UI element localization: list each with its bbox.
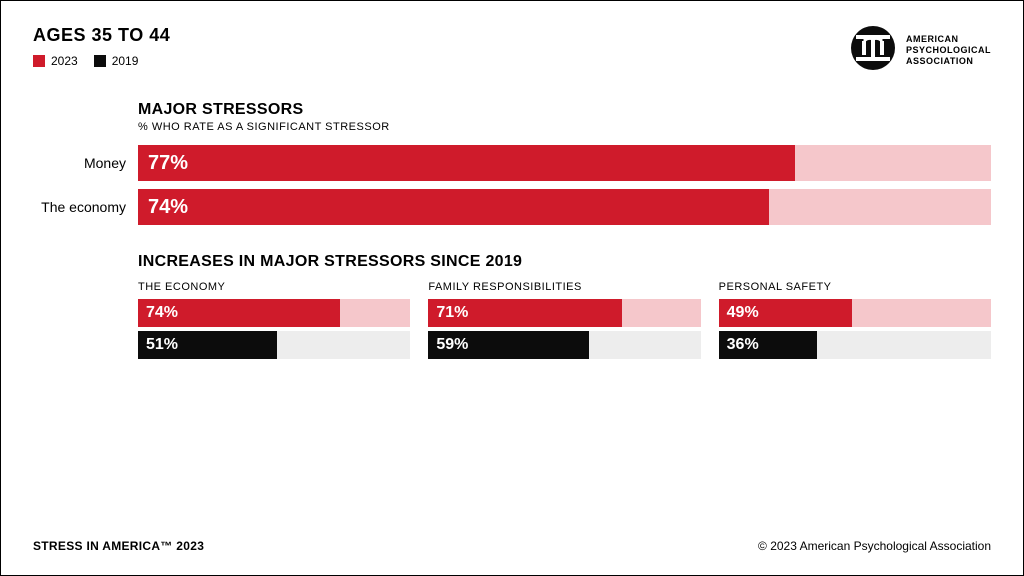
panel-economy-2019-track: 51% [138,331,410,359]
bar-row-economy: The economy 74% [33,189,991,225]
panel-economy-2019-value: 51% [146,336,178,354]
panel-title-economy: THE ECONOMY [138,281,410,293]
panel-family-2023-track: 71% [428,299,700,327]
panel-family-2023-value: 71% [436,304,468,322]
header: AGES 35 TO 44 2023 2019 AMERICAN PSY [33,25,991,76]
apa-logo-icon [850,25,896,76]
bar-track-money: 77% [138,145,991,181]
logo-text: AMERICAN PSYCHOLOGICAL ASSOCIATION [906,34,991,66]
panel-title-safety: PERSONAL SAFETY [719,281,991,293]
panel-safety-2019-fill: 36% [719,331,817,359]
panel-family-2019-track: 59% [428,331,700,359]
footer: STRESS IN AMERICA™ 2023 © 2023 American … [33,539,991,553]
major-stressors-bars: Money 77% The economy 74% [33,145,991,225]
bar-fill-money: 77% [138,145,795,181]
bar-track-economy: 74% [138,189,991,225]
panel-economy-2019-fill: 51% [138,331,277,359]
page-title: AGES 35 TO 44 [33,25,170,46]
org-line3: ASSOCIATION [906,56,991,67]
legend-swatch-2019 [94,55,106,67]
panel-family-2023-fill: 71% [428,299,621,327]
major-stressors-title: MAJOR STRESSORS [138,101,991,119]
panel-family-2019-fill: 59% [428,331,589,359]
bar-row-money: Money 77% [33,145,991,181]
panel-safety: PERSONAL SAFETY 49% 36% [719,281,991,363]
legend-item-2019: 2019 [94,54,139,68]
org-line2: PSYCHOLOGICAL [906,45,991,56]
panel-safety-2019-track: 36% [719,331,991,359]
increases-title: INCREASES IN MAJOR STRESSORS SINCE 2019 [138,253,991,271]
panel-safety-2023-track: 49% [719,299,991,327]
footer-left: STRESS IN AMERICA™ 2023 [33,539,204,553]
panel-economy-2023-track: 74% [138,299,410,327]
org-line1: AMERICAN [906,34,991,45]
panel-safety-2023-fill: 49% [719,299,852,327]
panel-family: FAMILY RESPONSIBILITIES 71% 59% [428,281,700,363]
panel-family-2019-value: 59% [436,336,468,354]
panel-title-family: FAMILY RESPONSIBILITIES [428,281,700,293]
legend-item-2023: 2023 [33,54,78,68]
legend-swatch-2023 [33,55,45,67]
bar-fill-economy: 74% [138,189,769,225]
increases-panels: THE ECONOMY 74% 51% FAMILY RESPONSIBILIT… [138,281,991,363]
panel-safety-2019-value: 36% [727,336,759,354]
legend-label-2023: 2023 [51,54,78,68]
panel-economy-2023-fill: 74% [138,299,340,327]
content: MAJOR STRESSORS % WHO RATE AS A SIGNIFIC… [33,101,991,363]
bar-label-money: Money [33,155,138,171]
panel-economy-2023-value: 74% [146,304,178,322]
increases-section: INCREASES IN MAJOR STRESSORS SINCE 2019 … [33,253,991,363]
legend: 2023 2019 [33,54,170,68]
bar-value-economy: 74% [148,196,188,219]
major-stressors-subtitle: % WHO RATE AS A SIGNIFICANT STRESSOR [138,121,991,133]
panel-economy: THE ECONOMY 74% 51% [138,281,410,363]
bar-label-economy: The economy [33,199,138,215]
panel-safety-2023-value: 49% [727,304,759,322]
title-block: AGES 35 TO 44 2023 2019 [33,25,170,68]
bar-value-money: 77% [148,152,188,175]
legend-label-2019: 2019 [112,54,139,68]
logo-block: AMERICAN PSYCHOLOGICAL ASSOCIATION [850,25,991,76]
footer-right: © 2023 American Psychological Associatio… [758,539,991,553]
